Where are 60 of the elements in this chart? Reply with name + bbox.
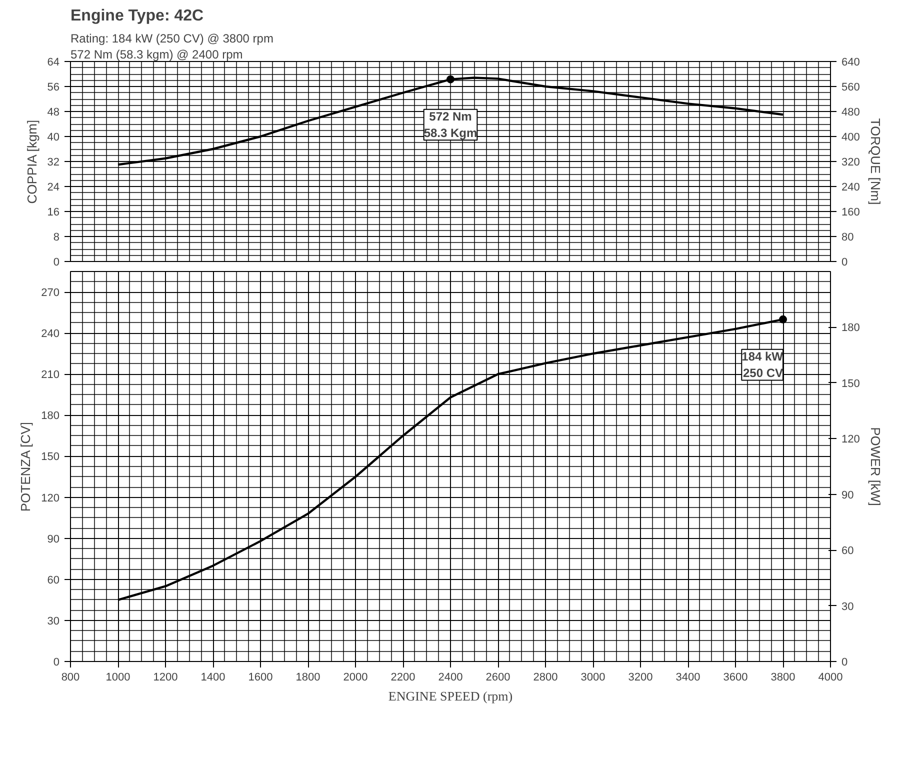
- y-tick-label: 56: [47, 82, 60, 94]
- y-tick-label: 40: [47, 132, 60, 144]
- annotation: 572 Nm (58.3 kgm) @ 2400 rpm: [70, 48, 243, 62]
- x-tick-label: 3600: [723, 672, 748, 684]
- y2-tick-label: 90: [842, 489, 854, 502]
- y2-tick-label: 400: [842, 132, 860, 144]
- x-tick-label: 1200: [153, 672, 178, 684]
- y2-tick-label: 160: [842, 206, 860, 218]
- x-tick-label: 1000: [106, 672, 130, 684]
- y-tick-label: 8: [53, 232, 60, 244]
- x-tick-label: 1400: [200, 672, 226, 684]
- y-tick-label: 60: [47, 574, 60, 586]
- x-tick-label: 2000: [343, 672, 368, 684]
- y-tick-label: 270: [41, 287, 60, 300]
- y-tick-label: 150: [41, 451, 60, 464]
- y2-tick-label: 320: [842, 156, 860, 168]
- y2-tick-label: 60: [842, 545, 854, 558]
- y-tick-label: 180: [41, 410, 60, 422]
- y2-tick-label: 480: [842, 106, 860, 118]
- y2-tick-label: 0: [842, 256, 848, 268]
- y2-tick-label: 0: [842, 656, 848, 668]
- x-tick-label: 2600: [486, 672, 510, 684]
- x-tick-label: 2800: [533, 672, 558, 684]
- x-tick-label: 3000: [580, 672, 606, 684]
- y-tick-label: 64: [47, 56, 60, 68]
- y2-tick-label: 180: [842, 322, 860, 334]
- y-tick-label: 120: [41, 492, 60, 504]
- x-tick-label: 2200: [390, 672, 416, 684]
- x-tick-label: 4000: [818, 672, 843, 684]
- y-tick-label: 0: [53, 256, 60, 268]
- y2-tick-label: 150: [842, 378, 860, 390]
- y2-tick-label: 560: [842, 82, 860, 94]
- y2-tick-label: 120: [842, 434, 860, 446]
- y-tick-label: 210: [41, 369, 60, 382]
- x-tick-label: 3800: [770, 672, 796, 684]
- y-tick-label: 90: [47, 533, 60, 546]
- y2-tick-label: 640: [842, 56, 860, 68]
- x-axis-title: ENGINE SPEED (rpm): [388, 688, 513, 704]
- y2-tick-label: 30: [842, 600, 854, 613]
- x-tick-label: 3200: [628, 672, 653, 684]
- y-tick-label: 16: [47, 206, 60, 218]
- y-tick-label: 240: [41, 328, 60, 340]
- y2-axis-title: POWER [kW]: [868, 427, 883, 506]
- y2-tick-label: 240: [842, 182, 860, 194]
- text: Rating: 184 kW (250 CV) @ 3800 rpm: [70, 32, 274, 46]
- x-tick-label: 1800: [296, 672, 320, 684]
- y2-axis-title: TORQUE [Nm]: [868, 118, 883, 205]
- x-tick-label: 3400: [676, 672, 700, 684]
- y-tick-label: 24: [47, 182, 60, 194]
- y-tick-label: 0: [53, 656, 60, 668]
- x-tick-label: 800: [61, 672, 80, 684]
- x-tick-label: 1600: [248, 672, 273, 684]
- chart-title: Engine Type: 42C: [70, 8, 204, 24]
- y-tick-label: 32: [47, 156, 60, 168]
- y-axis-title: COPPIA [kgm]: [24, 120, 40, 204]
- y2-tick-label: 80: [842, 232, 854, 244]
- y-tick-label: 30: [47, 615, 60, 628]
- y-tick-label: 48: [47, 106, 60, 118]
- y-axis-title: POTENZA [CV]: [18, 422, 34, 512]
- x-tick-label: 2400: [438, 672, 463, 684]
